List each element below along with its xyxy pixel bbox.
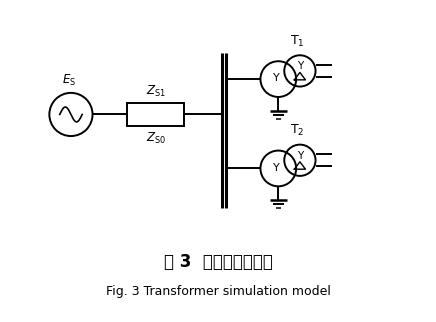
Text: 图 3  变压器俯真模型: 图 3 变压器俯真模型 — [164, 252, 272, 270]
Text: Y: Y — [273, 163, 280, 173]
Text: $\rm T_2$: $\rm T_2$ — [290, 123, 304, 138]
Text: $Z_{\rm S1}$: $Z_{\rm S1}$ — [146, 84, 166, 99]
Bar — [127, 102, 184, 126]
Text: Y: Y — [273, 73, 280, 83]
Text: $E_{\rm S}$: $E_{\rm S}$ — [62, 73, 76, 89]
Text: Y: Y — [297, 62, 303, 71]
Text: $Z_{\rm S0}$: $Z_{\rm S0}$ — [146, 131, 166, 146]
Text: $\rm T_1$: $\rm T_1$ — [290, 33, 304, 49]
Text: Fig. 3 Transformer simulation model: Fig. 3 Transformer simulation model — [106, 285, 330, 298]
Text: Y: Y — [297, 151, 303, 161]
